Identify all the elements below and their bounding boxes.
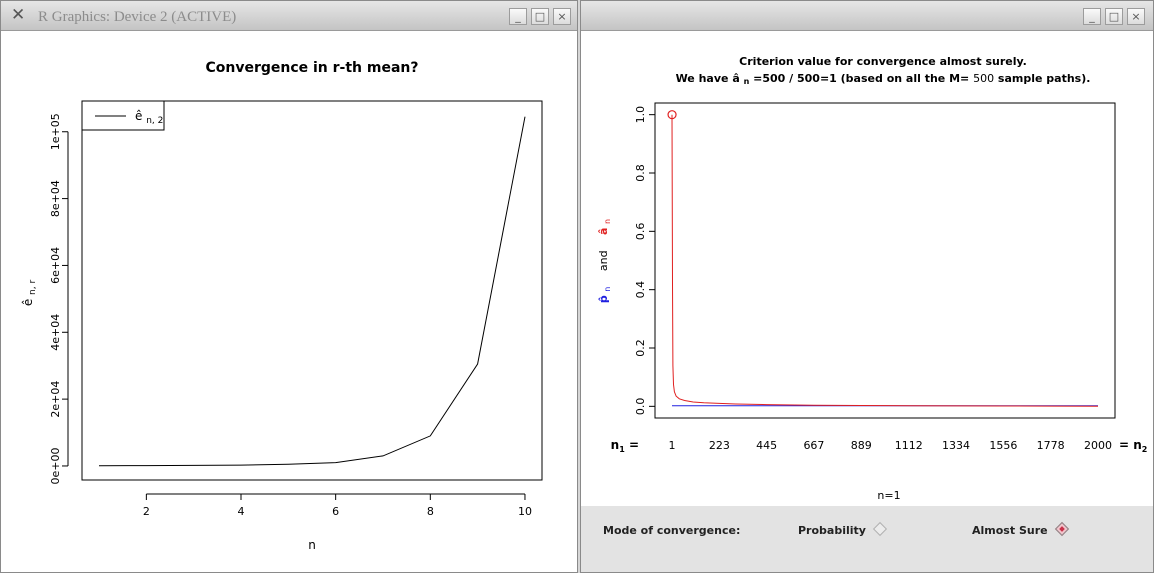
minimize-button[interactable]: _: [509, 8, 527, 25]
chart-subtitle: We have â n =500 / 500=1 (based on all t…: [676, 72, 1091, 87]
legend-label-main: ê: [135, 109, 142, 123]
subtitle-m-value: 500: [973, 72, 994, 85]
y-axis-label: ê n, r: [21, 280, 38, 307]
x-tick-label: 1112: [895, 439, 923, 452]
a-hat-start-marker: [667, 110, 677, 120]
y-tick-label: 1e+05: [49, 113, 62, 150]
y-axis-label-main: ê: [21, 299, 35, 306]
y-tick-label: 8e+04: [49, 180, 62, 217]
y-label-p: p̂: [597, 295, 610, 303]
y-tick-label: 0.6: [634, 223, 647, 241]
subtitle-prefix: We have: [676, 72, 733, 85]
y-axis: 0.0 0.2 0.4 0.6 0.8 1.0: [634, 106, 655, 415]
x11-icon: ✕: [11, 5, 26, 25]
n-indicator: n=1: [877, 489, 900, 502]
close-button[interactable]: ×: [1127, 8, 1145, 25]
y-tick-label: 0.2: [634, 339, 647, 357]
x-tick-label: 8: [427, 505, 434, 518]
x-tick-label: 445: [756, 439, 777, 452]
y-tick-label: 0.0: [634, 398, 647, 416]
y-label-a: â: [597, 227, 610, 234]
mode-controls-panel: Mode of convergence: Probability Almost …: [581, 506, 1153, 572]
y-tick-label: 0e+00: [49, 447, 62, 484]
y-label-p-sub: n: [603, 287, 612, 292]
subtitle-suffix: sample paths).: [998, 72, 1091, 85]
legend-label: ê n, 2: [135, 109, 163, 126]
plot-frame: [81, 100, 543, 481]
x-right-sub: 2: [1142, 445, 1148, 454]
subtitle-symbol-sub: n: [744, 77, 750, 86]
x-left-bound-label: n1 =: [611, 438, 639, 454]
plot-frame: [654, 102, 1116, 419]
x-tick-label: 4: [238, 505, 245, 518]
radio-unchecked-icon[interactable]: [872, 521, 888, 537]
x-right-bound-label: = n2: [1119, 438, 1147, 454]
almost-sure-chart: Criterion value for convergence almost s…: [597, 55, 1147, 502]
minimize-button[interactable]: _: [1083, 8, 1101, 25]
chart-title: Convergence in r-th mean?: [205, 60, 418, 76]
y-tick-label: 1.0: [634, 106, 647, 124]
x-left-sub: 1: [619, 445, 625, 454]
x-tick-label: 2000: [1084, 439, 1112, 452]
series-line: [98, 116, 526, 467]
x-tick-label: 1556: [989, 439, 1017, 452]
maximize-button[interactable]: □: [531, 8, 549, 25]
x-tick-label: 10: [518, 505, 532, 518]
close-button[interactable]: ×: [553, 8, 571, 25]
x-left-n: n: [611, 438, 620, 452]
x-tick-label: 1334: [942, 439, 970, 452]
rth-mean-chart: Convergence in r-th mean? 0e+00 2e+04 4e+0…: [21, 60, 543, 552]
r-graphics-window: ✕ R Graphics: Device 2 (ACTIVE) _ □ × Co…: [0, 0, 578, 573]
almost-sure-radio[interactable]: Almost Sure: [972, 521, 1069, 537]
y-tick-label: 0.8: [634, 164, 647, 182]
y-tick-label: 0.4: [634, 281, 647, 299]
x-tick-label: 667: [803, 439, 824, 452]
mode-label: Mode of convergence:: [603, 524, 741, 537]
left-window-title: R Graphics: Device 2 (ACTIVE): [38, 9, 237, 25]
x-right-eq: =: [1119, 438, 1133, 452]
y-label-a-sub: n: [603, 219, 612, 224]
x-tick-label: 1: [669, 439, 676, 452]
x-tick-label: 6: [332, 505, 339, 518]
a-hat-line: [671, 114, 1099, 407]
x-tick-label: 223: [709, 439, 730, 452]
maximize-button[interactable]: □: [1105, 8, 1123, 25]
y-tick-label: 2e+04: [49, 381, 62, 418]
y-axis-label-sub: n, r: [28, 280, 38, 295]
x-axis: 2 4 6 8 10: [143, 493, 532, 518]
right-titlebar[interactable]: _ □ ×: [581, 1, 1153, 31]
x-left-eq: =: [625, 438, 639, 452]
x-tick-label: 2: [143, 505, 150, 518]
y-label-and: and: [597, 250, 610, 271]
probability-radio[interactable]: Probability: [798, 521, 888, 537]
y-axis-label: p̂ n and â n: [597, 219, 613, 303]
subtitle-symbol: â: [732, 72, 739, 85]
y-tick-label: 6e+04: [49, 247, 62, 284]
x-right-n: n: [1133, 438, 1142, 452]
x-axis-label: n: [308, 538, 316, 552]
chart-title: Criterion value for convergence almost s…: [739, 55, 1027, 68]
almost-sure-radio-label: Almost Sure: [972, 524, 1048, 537]
y-axis: 0e+00 2e+04 4e+04 6e+04 8e+04 1e+05: [49, 113, 69, 484]
legend-label-sub: n, 2: [146, 116, 163, 126]
radio-checked-icon[interactable]: [1054, 521, 1069, 537]
probability-radio-label: Probability: [798, 524, 866, 537]
x-tick-label: 1778: [1037, 439, 1065, 452]
convergence-window: _ □ × Criterion value for convergence al…: [580, 0, 1154, 573]
subtitle-mid: =500 / 500=1 (based on all the M=: [753, 72, 973, 85]
left-titlebar[interactable]: ✕ R Graphics: Device 2 (ACTIVE) _ □ ×: [1, 1, 577, 31]
x-tick-label: 889: [851, 439, 872, 452]
legend: ê n, 2: [81, 100, 165, 131]
y-tick-label: 4e+04: [49, 314, 62, 351]
x-axis: 1 223 445 667 889 1112 1334 1556 1778 2000: [669, 439, 1112, 452]
